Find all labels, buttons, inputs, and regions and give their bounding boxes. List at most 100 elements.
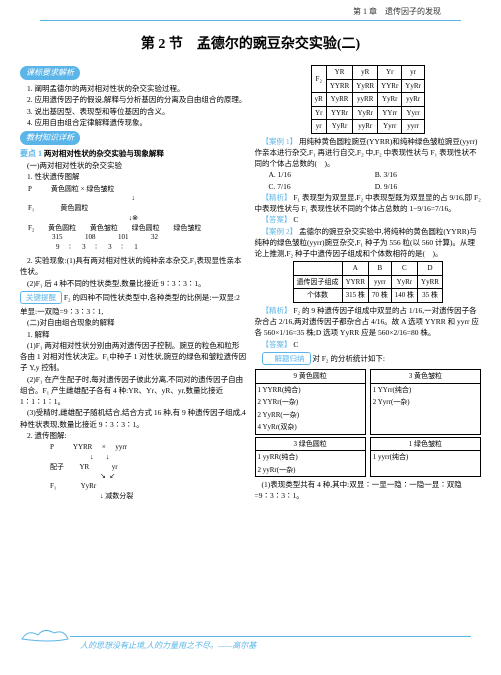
- goals-badge: 课标要求解析: [20, 66, 80, 80]
- p-r4c4: yyrr: [402, 120, 425, 134]
- dp1: YYRR: [73, 443, 92, 453]
- ex2-badge: 【案例 2】: [262, 227, 298, 236]
- goal-1: 1. 阐明孟德尔的两对相对性状的杂交实验过程。: [20, 83, 247, 94]
- p-r2c4: yyRr: [402, 93, 425, 107]
- ex2-r1A: YYRR: [342, 275, 368, 289]
- df1-label: F₁: [50, 482, 56, 492]
- p-r1c3: YYRr: [378, 79, 402, 93]
- ph-c4: yr: [402, 66, 425, 80]
- sb1-3: 2 YyRR(一杂): [256, 409, 365, 422]
- ex2-line: 【案例 2】 孟德尔的豌豆杂交实验中,将纯种的黄色圆粒(YYRR)与纯种的绿色皱…: [255, 226, 482, 260]
- exp1-2: (2)F₁ 在产生配子时,每对遗传因子彼此分离,不同对的遗传因子自由组合。F₁ …: [20, 374, 247, 408]
- sub1: (一)两对相对性状的杂交实验: [20, 160, 247, 171]
- p-r1c1: YYRR: [326, 79, 352, 93]
- left-column: 课标要求解析 1. 阐明孟德尔的两对相对性状的杂交实验过程。 2. 应用遗传因子…: [20, 63, 247, 504]
- solve-badge: 解题归纳: [262, 352, 311, 365]
- solve-line: 解题归纳 对 F₂ 的分析统计如下:: [255, 350, 482, 367]
- sb1-4: 4 YyRr(双杂): [256, 421, 365, 434]
- f2-h1: 黄色圆粒: [48, 224, 76, 234]
- exp1: 1. 解释: [20, 329, 247, 340]
- f2-h4: 绿色皱粒: [173, 224, 201, 234]
- sub2: (二)对自由组合现象的解释: [20, 317, 247, 328]
- sb3-2: 2 yyRr(一杂): [256, 464, 365, 477]
- cloud-icon: [20, 625, 70, 645]
- ex2-analysis-line: 【精析】 F₂ 的 9 种遗传因子组成中双显的占 1/16,一对遗传因子各杂合占…: [255, 305, 482, 339]
- meiosis-label: 减数分裂: [105, 492, 133, 500]
- p-r2c3: YyRr: [378, 93, 402, 107]
- dg1: YR: [80, 463, 90, 473]
- ph-r2: yR: [311, 93, 326, 107]
- arrow-2: ↓⊗: [28, 214, 239, 224]
- ex1-badge: 【案例 1】: [262, 137, 298, 146]
- p-label: P: [28, 185, 32, 195]
- genotype-diagram: P YYRR × yyrr ↓ ↓ 配子 YR yr ↘ ↙ F₁ YyRr ↓…: [20, 441, 247, 504]
- exp2: 2. 遗传图解:: [20, 430, 247, 441]
- solve-box-4: 1 绿色皱粒 1 yyrr(纯合): [370, 437, 481, 478]
- ex2-r2-label: 个体数: [293, 289, 342, 303]
- point1-title: 两对相对性状的杂交实验与现象解释: [44, 149, 164, 158]
- ex2-elab-badge: 【精析】: [262, 306, 292, 315]
- arrow-3: ↓ ↓: [50, 453, 239, 463]
- p-cross: 黄色圆粒 × 绿色皱粒: [51, 185, 114, 195]
- sb2-h: 3 黄色皱粒: [371, 370, 480, 384]
- solve-box-1: 9 黄色圆粒 1 YYRR(纯合) 2 YYRr(一杂) 2 YyRR(一杂) …: [255, 369, 366, 435]
- ph-c1: YR: [326, 66, 352, 80]
- key-badge: 关键提醒: [20, 291, 62, 304]
- f1-pheno: 黄色圆粒: [60, 204, 88, 214]
- key-line: 关键提醒 F₂ 的四种不同性状类型中,各种类型的比例是:一双显:2 单显:一双隐…: [20, 289, 247, 318]
- ex2-hD: D: [418, 262, 443, 276]
- exp1-3: (3)受精时,雌雄配子随机结合,结合方式 16 种,有 9 种遗传因子组成,4 …: [20, 407, 247, 430]
- ex1-answer-line: 【答案】 C: [255, 214, 482, 225]
- chapter-header: 第 1 章 遗传因子的发现: [0, 0, 501, 20]
- ph-c2: yR: [353, 66, 378, 80]
- arrow-4: ↘ ↙: [50, 472, 239, 482]
- ph-r3: Yr: [311, 106, 326, 120]
- sb1-2: 2 YYRr(一杂): [256, 396, 365, 409]
- goal-2: 2. 应用遗传因子的假设,解释与分析基因的分离及自由组合的原理。: [20, 94, 247, 105]
- p-r3c4: Yyrr: [402, 106, 425, 120]
- ex1-ans-badge: 【答案】: [262, 215, 292, 224]
- dg-label: 配子: [50, 463, 64, 473]
- solve-label: 对 F₂ 的分析统计如下:: [312, 354, 385, 363]
- ex2-r2A: 315 株: [342, 289, 368, 303]
- ex2-r1D: YyRR: [418, 275, 443, 289]
- ex2-answer-line: 【答案】 C: [255, 339, 482, 350]
- point1-line: 要点 1 两对相对性状的杂交实验与现象解释: [20, 148, 247, 160]
- sb4-h: 1 绿色皱粒: [371, 438, 480, 452]
- ex1-line: 【案例 1】 用纯种黄色圆粒豌豆(YYRR)和纯种绿色皱粒豌豆(yyrr)作亲本…: [255, 136, 482, 170]
- sb3-h: 3 绿色圆粒: [256, 438, 365, 452]
- ph-r4: yr: [311, 120, 326, 134]
- solve-box-3: 3 绿色圆粒 1 yyRR(纯合) 2 yyRr(一杂): [255, 437, 366, 478]
- f2-n3: 101: [118, 233, 129, 243]
- p-r3c1: YYRr: [326, 106, 352, 120]
- exp1-1: (1)F₁ 两对相对性状分别由两对遗传因子控制。豌豆的粒色和粒形各由 1 对相对…: [20, 340, 247, 374]
- punnett-square: F₂ YR yR Yr yr YYRR YyRR YYRr YyRr yR Yy…: [311, 65, 425, 134]
- ex2-r1C: YyRr: [391, 275, 417, 289]
- chapter-underline: [40, 20, 461, 21]
- p-r4c1: YyRr: [326, 120, 352, 134]
- f2-n1: 315: [52, 233, 63, 243]
- p-r2c2: yyRR: [353, 93, 378, 107]
- point1-label: 要点 1: [20, 149, 42, 158]
- f2-r1: 9: [56, 243, 60, 253]
- f2-n2: 108: [85, 233, 96, 243]
- ex2-hB: B: [369, 262, 392, 276]
- solve-grid-bottom: 3 绿色圆粒 1 yyRR(纯合) 2 yyRr(一杂) 1 绿色皱粒 1 yy…: [255, 437, 482, 478]
- sb2-1: 1 YYrr(纯合): [371, 384, 480, 397]
- ex2-r1-label: 遗传因子组成: [293, 275, 342, 289]
- cross-diagram: P 黄色圆粒 × 绿色皱粒 ↓ F₁ 黄色圆粒 ↓⊗ F₂ 黄色圆粒 黄色皱粒 …: [20, 183, 247, 256]
- p-r1c4: YyRr: [402, 79, 425, 93]
- ex1-a: A. 1/16: [269, 169, 375, 180]
- right-column: F₂ YR yR Yr yr YYRR YyRR YYRr YyRr yR Yy…: [255, 63, 482, 504]
- ex1-b: B. 3/16: [375, 169, 481, 180]
- footer: 人的思想没有止境,人的力量用之不尽。——高尔基: [0, 629, 501, 665]
- f2-label: F₂: [28, 224, 34, 234]
- f1-label: F₁: [28, 204, 34, 214]
- footer-line: [70, 636, 471, 637]
- sub1-3: (2)F₁ 后 4 种不同的性状类型,数量比接近 9∶3∶3∶1。: [20, 278, 247, 289]
- f2-n4: 32: [151, 233, 158, 243]
- arrow-5: ↓ 减数分裂: [50, 492, 239, 502]
- textbook-badge: 教材知识详析: [20, 131, 80, 145]
- ex2-r2D: 35 株: [418, 289, 443, 303]
- p-r3c3: YYrr: [378, 106, 402, 120]
